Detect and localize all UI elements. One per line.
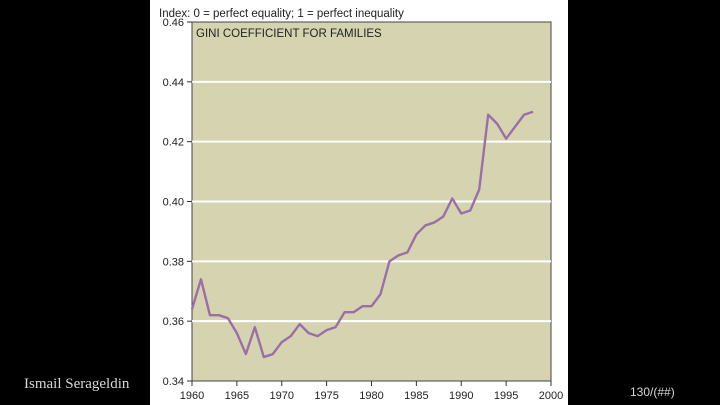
x-tick-label: 1990 xyxy=(449,390,473,402)
y-tick-label: 0.46 xyxy=(163,17,184,29)
x-tick-label: 1970 xyxy=(270,390,294,402)
y-tick-label: 0.36 xyxy=(163,316,184,328)
y-axis-label: Index: 0 = perfect equality; 1 = perfect… xyxy=(159,8,404,20)
y-tick-label: 0.42 xyxy=(163,137,184,149)
gini-chart: 0.34 0.36 0.38 0.40 0.42 0.44 0.46 1960 1965 1970… xyxy=(159,8,564,402)
series-line-gini xyxy=(190,110,534,359)
x-tick-label: 1985 xyxy=(404,390,428,402)
y-tick-label: 0.34 xyxy=(163,376,184,388)
author-name: Ismail Serageldin xyxy=(24,376,130,392)
x-tick-label: 1965 xyxy=(225,390,249,402)
x-tick-label: 2000 xyxy=(539,390,563,402)
x-tick-label: 1995 xyxy=(494,390,518,402)
x-tick-label: 1980 xyxy=(359,390,383,402)
y-tick-label: 0.44 xyxy=(163,77,184,89)
y-tick-label: 0.40 xyxy=(163,197,184,209)
y-tick-label: 0.38 xyxy=(163,256,184,268)
x-tick-label: 1960 xyxy=(180,390,204,402)
grid-lines xyxy=(192,80,551,323)
chart-title: GINI COEFFICIENT FOR FAMILIES xyxy=(196,28,382,40)
x-tick-label: 1975 xyxy=(314,390,338,402)
axes: 0.34 0.36 0.38 0.40 0.42 0.44 0.46 1960 1965 1970… xyxy=(163,17,564,402)
page-number: 130/(##) xyxy=(630,385,675,399)
chart-panel: 0.34 0.36 0.38 0.40 0.42 0.44 0.46 1960 1965 1970… xyxy=(150,0,568,405)
